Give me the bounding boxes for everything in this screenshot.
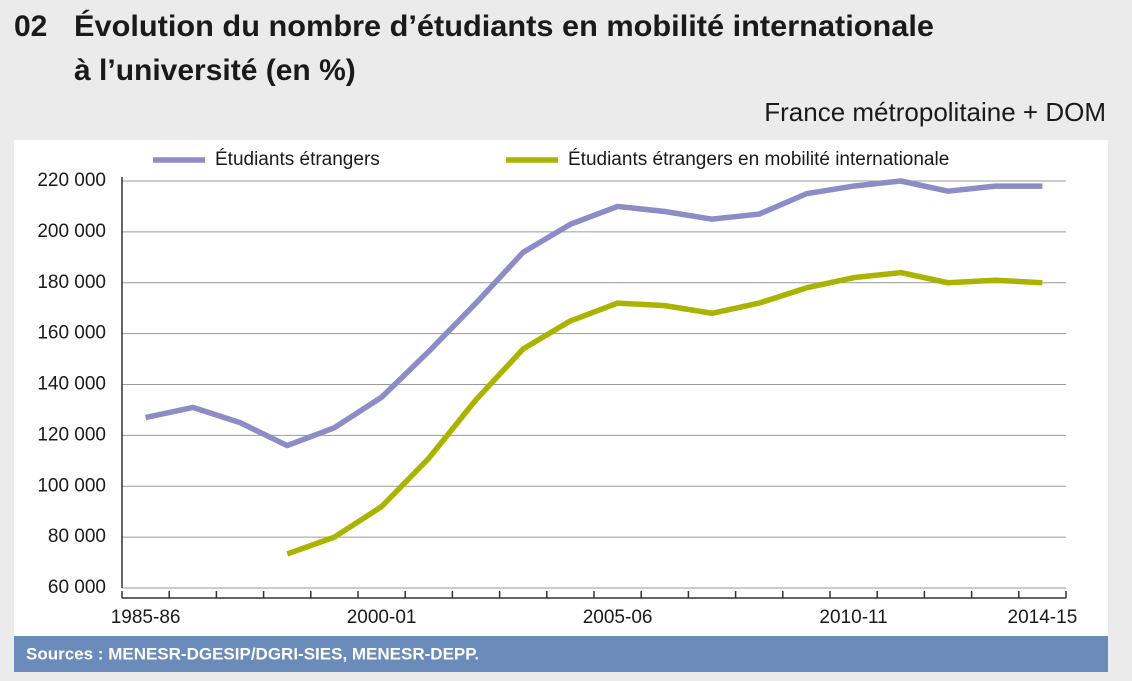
chart-number: 02 <box>14 10 47 43</box>
source: Sources : MENESR-DGESIP/DGRI-SIES, MENES… <box>26 644 479 663</box>
chart-title: Évolution du nombre d’étudiants en mobil… <box>74 9 934 43</box>
y-tick-label: 60 000 <box>48 577 106 598</box>
x-tick-label: 2005-06 <box>583 607 653 628</box>
series-line <box>145 178 1043 449</box>
x-tick-label: 2000-01 <box>347 607 417 628</box>
y-tick-label: 160 000 <box>37 323 106 344</box>
x-tick-label: 2014-15 <box>1008 607 1078 628</box>
x-tick-label: 1985-86 <box>111 607 181 628</box>
x-tick-label: 2010-11 <box>819 607 887 628</box>
legend-label: Étudiants étrangers <box>215 149 380 170</box>
y-tick-label: 200 000 <box>37 221 106 242</box>
series-line <box>286 269 1043 557</box>
legend-label: Étudiants étrangers en mobilité internat… <box>568 149 949 170</box>
chart-title: à l’université (en %) <box>74 54 356 87</box>
plot-background <box>14 140 1108 636</box>
chart-subtitle: France métropolitaine + DOM <box>764 97 1106 127</box>
source-bar <box>14 636 1108 672</box>
y-tick-label: 80 000 <box>48 526 106 547</box>
y-tick-label: 220 000 <box>37 170 106 191</box>
y-tick-label: 120 000 <box>37 424 106 445</box>
y-tick-label: 180 000 <box>37 272 106 293</box>
y-tick-label: 100 000 <box>37 475 106 496</box>
y-tick-label: 140 000 <box>37 374 106 395</box>
